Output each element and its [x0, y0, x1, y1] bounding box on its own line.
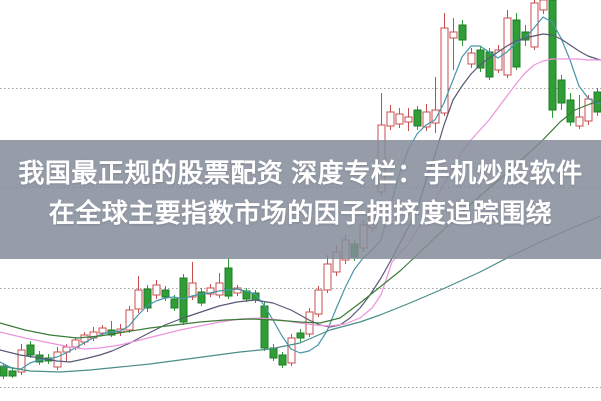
candle-down	[296, 329, 305, 342]
candle-up	[404, 108, 413, 131]
candle-up	[386, 105, 395, 130]
candle-up	[449, 18, 458, 70]
headline-line-1: 我国最正规的股票配资 深度专栏：手机炒股软件	[18, 158, 583, 188]
candle-up	[584, 95, 593, 125]
candle-down	[143, 285, 152, 312]
candle-down	[224, 258, 233, 299]
candle-up	[53, 347, 62, 370]
candle-up	[422, 104, 431, 131]
candle-down	[278, 352, 287, 368]
candle-up	[152, 280, 161, 299]
candle-up	[314, 286, 323, 317]
candle-down	[26, 341, 35, 358]
candle-up	[467, 48, 476, 68]
headline-line-2: 在全球主要指数市场的因子拥挤度追踪围绕	[48, 198, 553, 228]
candle-up	[323, 255, 332, 293]
candle-down	[476, 46, 485, 72]
candle-up	[206, 284, 215, 297]
headline-overlay: 我国最正规的股票配资 深度专栏：手机炒股软件 在全球主要指数市场的因子拥挤度追踪…	[0, 153, 601, 233]
candle-down	[179, 274, 188, 325]
candle-down	[413, 106, 422, 130]
candle-up	[503, 10, 512, 78]
ma-slow-teal	[0, 215, 601, 373]
candle-up	[530, 0, 539, 50]
candle-down	[458, 20, 467, 46]
candle-up	[125, 306, 134, 333]
candle-down	[512, 13, 521, 70]
candle-down	[557, 75, 566, 110]
candle-up	[431, 77, 440, 133]
candle-up	[440, 13, 449, 116]
ma-fast-cyan	[0, 16, 601, 370]
candle-up	[215, 273, 224, 298]
candle-up	[539, 0, 548, 14]
candle-up	[494, 45, 503, 73]
headline-band	[0, 140, 601, 259]
candle-down	[521, 25, 530, 46]
candle-up	[395, 108, 404, 128]
candle-up	[134, 276, 143, 313]
candle-up	[188, 262, 197, 300]
candle-up	[575, 95, 584, 129]
candle-down	[8, 367, 17, 378]
ma-mid-slate	[0, 33, 601, 363]
candle-down	[197, 288, 206, 306]
